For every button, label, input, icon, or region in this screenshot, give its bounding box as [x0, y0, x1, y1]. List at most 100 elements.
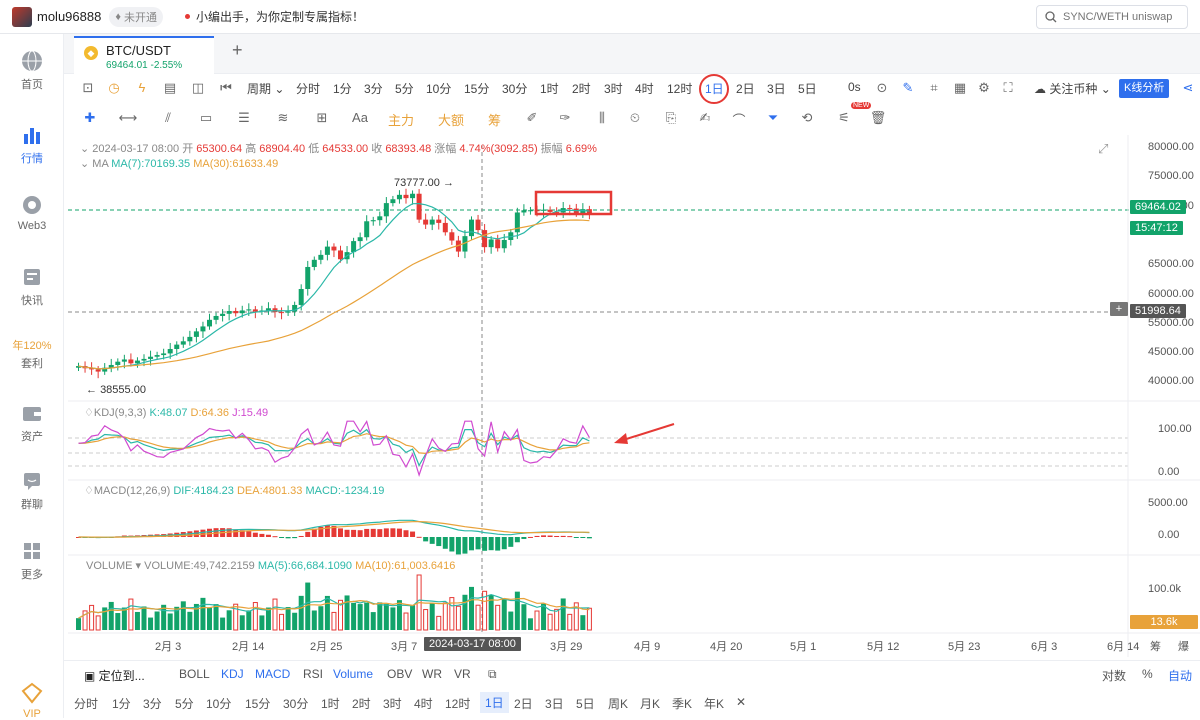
timeframe-1[interactable]: 1分 [112, 697, 131, 711]
timeframe-2[interactable]: 3分 [143, 697, 162, 711]
sidebar-item-market[interactable]: 行情 [0, 124, 64, 166]
more-timeframes-icon[interactable]: ✕ [736, 695, 747, 709]
sidebar-item-news[interactable]: 快讯 [0, 266, 64, 308]
interval-9[interactable]: 3时 [604, 82, 623, 96]
username[interactable]: molu96888 [37, 9, 102, 24]
interval-6[interactable]: 30分 [502, 82, 528, 96]
watch-coin-button[interactable]: ☁ 关注币种 ⌄ [1034, 80, 1111, 97]
timeframe-4[interactable]: 10分 [206, 697, 232, 711]
indicator-icon[interactable]: ⚟ [838, 110, 850, 125]
camera-icon[interactable]: ⊙ [876, 80, 888, 95]
add-alert-icon[interactable]: + [1110, 302, 1128, 316]
timeframe-17[interactable]: 月K [640, 697, 661, 711]
horizontal-line-icon[interactable]: ⟷ [118, 110, 138, 125]
interval-1[interactable]: 1分 [333, 82, 352, 96]
interval-3[interactable]: 5分 [395, 82, 414, 96]
indicator-rsi[interactable]: RSI [303, 667, 324, 681]
chart-type-icon[interactable]: ⊡ [82, 80, 94, 95]
edit-indicators-icon[interactable]: ⧉ [488, 667, 497, 681]
edit-note-icon[interactable]: ✍ [699, 110, 711, 125]
pencil-icon[interactable]: ✎ [902, 80, 914, 95]
timeframe-9[interactable]: 3时 [383, 697, 402, 711]
sidebar-item-home[interactable]: 首页 [0, 50, 64, 92]
indicator-obv[interactable]: OBV [387, 667, 413, 681]
tab-btc-usdt[interactable]: ◆ BTC/USDT 69464.01 -2.55% [74, 36, 214, 74]
timeframe-14[interactable]: 3日 [545, 697, 564, 711]
sidebar-item-chat[interactable]: 群聊 [0, 470, 64, 512]
timeframe-6[interactable]: 30分 [283, 697, 309, 711]
timeframe-0[interactable]: 分时 [74, 697, 99, 711]
text-tool-button[interactable]: Aa [352, 110, 368, 125]
percent-scale-toggle[interactable]: % [1142, 667, 1153, 681]
locate-button[interactable]: ▣ 定位到... [84, 667, 145, 684]
interval-0[interactable]: 分时 [296, 82, 321, 96]
k-analysis-button[interactable]: K线分析 [1119, 79, 1170, 98]
sidebar-item-arbitrage[interactable]: 套利 [0, 355, 64, 371]
timeframe-3[interactable]: 5分 [175, 697, 194, 711]
sidebar-item-more[interactable]: 更多 [0, 540, 64, 582]
maximize-icon[interactable]: ⤢ [1098, 141, 1109, 156]
lock-icon[interactable]: ⟲ [801, 110, 813, 125]
interval-10[interactable]: 4时 [635, 82, 654, 96]
interval-14[interactable]: 3日 [767, 82, 786, 96]
timeframe-12[interactable]: 1日 [480, 692, 509, 713]
timeframe-8[interactable]: 2时 [352, 697, 371, 711]
chart-canvas[interactable] [68, 135, 1200, 657]
timeframe-19[interactable]: 年K [704, 697, 725, 711]
sidebar-item-apr[interactable]: 年120% [0, 337, 64, 353]
indicator-volume[interactable]: Volume [333, 667, 374, 681]
indicator-wr[interactable]: WR [422, 667, 442, 681]
indicator-kdj[interactable]: KDJ [221, 667, 244, 681]
period-dropdown[interactable]: 周期 ⌄ [247, 80, 284, 97]
chart-area[interactable]: ⌄ 2024-03-17 08:00 开 65300.64 高 68904.40… [68, 135, 1200, 657]
sidebar-item-assets[interactable]: 资产 [0, 402, 64, 444]
interval-8[interactable]: 2时 [572, 82, 591, 96]
vip-status-badge[interactable]: ♦ 未开通 [109, 6, 163, 27]
timeframe-18[interactable]: 季K [672, 697, 693, 711]
crosshair-icon[interactable]: ✚ [84, 110, 96, 125]
fullscreen-icon[interactable]: ⛶ [1003, 80, 1013, 95]
ruler-icon[interactable]: ✐ [526, 110, 538, 125]
replay-icon[interactable]: ⏮ [220, 80, 232, 95]
magnet-icon[interactable]: ⌒ [732, 113, 746, 128]
crop-icon[interactable]: ⌗ [930, 80, 938, 95]
note-icon[interactable]: ⎘ [665, 110, 677, 125]
timeframe-15[interactable]: 5日 [576, 697, 595, 711]
main-force-button[interactable]: 主力 [388, 113, 415, 128]
indicator-vr[interactable]: VR [454, 667, 471, 681]
interval-4[interactable]: 10分 [426, 82, 452, 96]
chips-button[interactable]: 筹 [488, 113, 502, 128]
trend-line-icon[interactable]: ⫽ [165, 110, 171, 125]
template-icon[interactable]: ▦ [953, 80, 967, 95]
timeframe-13[interactable]: 2日 [514, 697, 533, 711]
add-tab-button[interactable]: + [232, 40, 243, 60]
timeframe-11[interactable]: 12时 [445, 697, 471, 711]
sidebar-item-web3[interactable]: Web3 [0, 194, 64, 232]
interval-5[interactable]: 15分 [464, 82, 490, 96]
candles-icon[interactable]: ⫼ [599, 110, 605, 125]
gear-icon[interactable]: ⚙ [978, 80, 990, 95]
interval-15[interactable]: 5日 [798, 82, 817, 96]
interval-11[interactable]: 12时 [667, 82, 693, 96]
alarm-icon[interactable]: ⏲ [629, 110, 641, 125]
notice[interactable]: 小编出手，为你定制专属指标！ [184, 8, 364, 25]
indicator-boll[interactable]: BOLL [179, 667, 210, 681]
sidebar-item-vip[interactable]: VIP [0, 682, 64, 720]
timeframe-10[interactable]: 4时 [414, 697, 433, 711]
search-input[interactable] [1063, 11, 1181, 23]
measure-icon[interactable]: ⊞ [316, 110, 328, 125]
auto-scale-toggle[interactable]: 自动 [1168, 669, 1193, 683]
wave-icon[interactable]: ≋ [277, 110, 289, 125]
brush-icon[interactable]: ✑ [559, 110, 571, 125]
indicator-macd[interactable]: MACD [255, 667, 291, 681]
avatar[interactable] [12, 6, 32, 27]
timeframe-7[interactable]: 1时 [321, 697, 340, 711]
interval-2[interactable]: 3分 [364, 82, 383, 96]
search-box[interactable] [1036, 5, 1188, 29]
interval-7[interactable]: 1时 [540, 82, 559, 96]
filter-icon[interactable]: ⏷ [767, 110, 779, 125]
large-order-button[interactable]: 大额 [438, 113, 465, 128]
layout-icon[interactable]: ◫ [191, 80, 205, 95]
trash-icon[interactable]: 🗑 [869, 110, 887, 125]
rectangle-icon[interactable]: ▭ [199, 110, 213, 125]
